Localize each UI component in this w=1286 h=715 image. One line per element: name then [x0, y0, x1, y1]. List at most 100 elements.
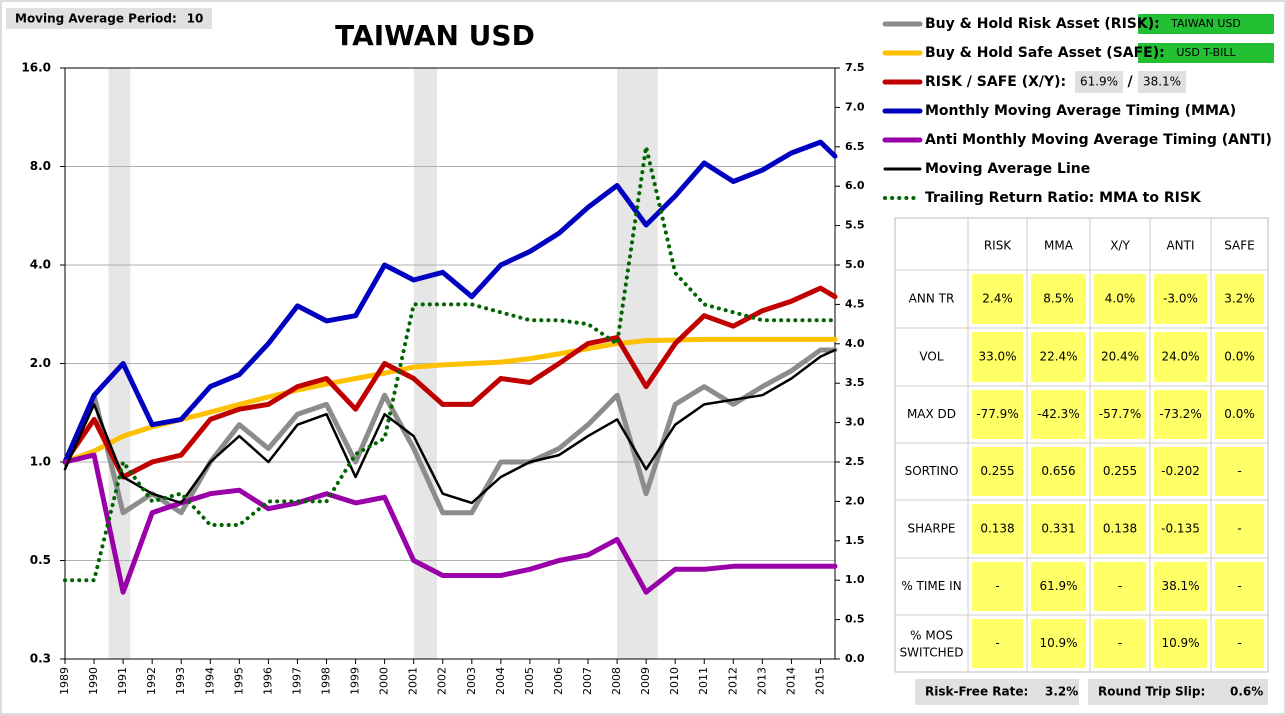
- rf-box: [915, 679, 1079, 705]
- cell: 0.0%: [1224, 407, 1255, 421]
- x-tick-label: 2013: [755, 667, 768, 695]
- x-tick-label: 1999: [349, 667, 362, 695]
- cell: -42.3%: [1037, 407, 1079, 421]
- legend: TAIWAN USD USD T-BILL 61.9% / 38.1% Buy …: [882, 14, 1274, 206]
- y-weight-box: [1138, 71, 1186, 93]
- cell-bg: [1031, 274, 1086, 324]
- cell: 24.0%: [1161, 350, 1199, 364]
- cell: -77.9%: [976, 407, 1018, 421]
- row-label: MAX DD: [907, 407, 956, 421]
- column-header: ANTI: [1166, 239, 1194, 253]
- cell-bg: [1094, 619, 1146, 668]
- cell-bg: [1031, 504, 1086, 554]
- cell-bg: [1215, 332, 1264, 382]
- cell-bg: [972, 619, 1023, 668]
- series-line: [63, 348, 837, 505]
- cell: -0.202: [1161, 464, 1200, 478]
- cell: 8.5%: [1043, 292, 1074, 306]
- plot-border: [64, 67, 836, 660]
- column-header: X/Y: [1110, 239, 1130, 253]
- row-label: % TIME IN: [901, 579, 961, 593]
- y-tick-label: 0.5: [30, 553, 51, 567]
- ma-label: Moving Average Period:: [15, 12, 177, 26]
- series-line: [62, 139, 838, 465]
- cell: 0.656: [1041, 464, 1075, 478]
- rf-label: Risk-Free Rate:: [925, 685, 1028, 699]
- row-label: SORTINO: [905, 464, 959, 478]
- series-line: [62, 285, 838, 480]
- y-tick-label: 4.0: [30, 258, 51, 272]
- rf-value: 3.2%: [1045, 685, 1078, 699]
- y2-tick-label: 5.5: [845, 219, 865, 232]
- column-header: MMA: [1044, 239, 1074, 253]
- cell-bg: [972, 274, 1023, 324]
- y2-tick-label: 7.5: [845, 61, 865, 74]
- y2-tick-label: 1.5: [845, 534, 865, 547]
- x-tick-label: 2009: [639, 667, 652, 695]
- y2-tick-label: 6.0: [845, 179, 865, 192]
- cell-bg: [1031, 619, 1086, 668]
- cell: 61.9%: [1039, 579, 1077, 593]
- x-weight-box: [1075, 71, 1123, 93]
- y2-tick-label: 0.5: [845, 613, 865, 626]
- cell: 3.2%: [1224, 292, 1255, 306]
- cell-bg: [1031, 390, 1086, 439]
- cell: -: [1118, 579, 1122, 593]
- x-tick-label: 2014: [784, 667, 797, 695]
- safe-asset-box: [1138, 43, 1274, 63]
- cell: -3.0%: [1163, 292, 1198, 306]
- y2-tick-label: 5.0: [845, 258, 865, 271]
- cell-bg: [1215, 619, 1264, 668]
- cell-bg: [972, 562, 1023, 611]
- y-tick-label: 16.0: [21, 61, 51, 75]
- row-label: % MOS SWITCHED: [900, 628, 964, 659]
- cell-bg: [1215, 504, 1264, 554]
- x-tick-label: 2015: [813, 667, 826, 695]
- y2-tick-label: 2.5: [845, 455, 865, 468]
- x-tick-label: 1997: [290, 667, 303, 695]
- cell-bg: [1215, 390, 1264, 439]
- y-tick-label: 2.0: [30, 356, 51, 370]
- plot: 0.3 0.5 1.0 2.0 4.0 8.0 16.0 0.0 0.5 1.0 1.5 2.0 2.5…: [21, 61, 864, 696]
- cell: 2.4%: [982, 292, 1013, 306]
- x-tick-label: 1989: [58, 667, 71, 695]
- series-line: [63, 144, 837, 583]
- y-tick-label: 0.3: [30, 652, 51, 666]
- cell: 0.331: [1041, 522, 1075, 536]
- chart-title: TAIWAN USD: [335, 19, 535, 52]
- cell-bg: [972, 504, 1023, 554]
- row-label: SHARPE: [907, 522, 955, 536]
- y2-tick-label: 6.5: [845, 140, 865, 153]
- x-weight: 61.9%: [1080, 75, 1118, 89]
- x-tick-label: 1990: [87, 667, 100, 695]
- x-tick-label: 1995: [232, 667, 245, 695]
- ma-box: [6, 8, 212, 29]
- cell: 22.4%: [1039, 350, 1077, 364]
- safe-asset: USD T-BILL: [1176, 46, 1236, 59]
- row-label: ANN TR: [909, 292, 955, 306]
- cell: -: [1118, 636, 1122, 650]
- cell-bg: [1154, 562, 1207, 611]
- legend-label: Buy & Hold Risk Asset (RISK):: [925, 16, 1160, 32]
- cell-bg: [1094, 332, 1146, 382]
- y2-tick-label: 0.0: [845, 652, 865, 665]
- y2-tick-label: 4.5: [845, 297, 865, 310]
- slip-box: [1088, 679, 1268, 705]
- cell-bg: [972, 447, 1023, 496]
- stats-table: RISK MMA X/Y ANTI SAFE ANN TR 2.4% 8.5% 4.0% -3.0…: [894, 217, 1269, 673]
- x-tick-label: 2000: [378, 667, 391, 695]
- cell: 10.9%: [1161, 636, 1199, 650]
- cell-bg: [1154, 619, 1207, 668]
- x-tick-label: 1991: [116, 667, 129, 695]
- legend-label: Anti Monthly Moving Average Timing (ANTI…: [925, 132, 1272, 148]
- x-tick-label: 2010: [668, 667, 681, 695]
- x-tick-label: 1994: [203, 667, 216, 695]
- cell-bg: [972, 332, 1023, 382]
- x-tick-label: 2011: [697, 667, 710, 695]
- y-tick-label: 1.0: [30, 455, 51, 469]
- slip-label: Round Trip Slip:: [1098, 685, 1205, 699]
- cell-bg: [1215, 447, 1264, 496]
- legend-label: RISK / SAFE (X/Y):: [925, 74, 1066, 90]
- cell: 4.0%: [1105, 292, 1136, 306]
